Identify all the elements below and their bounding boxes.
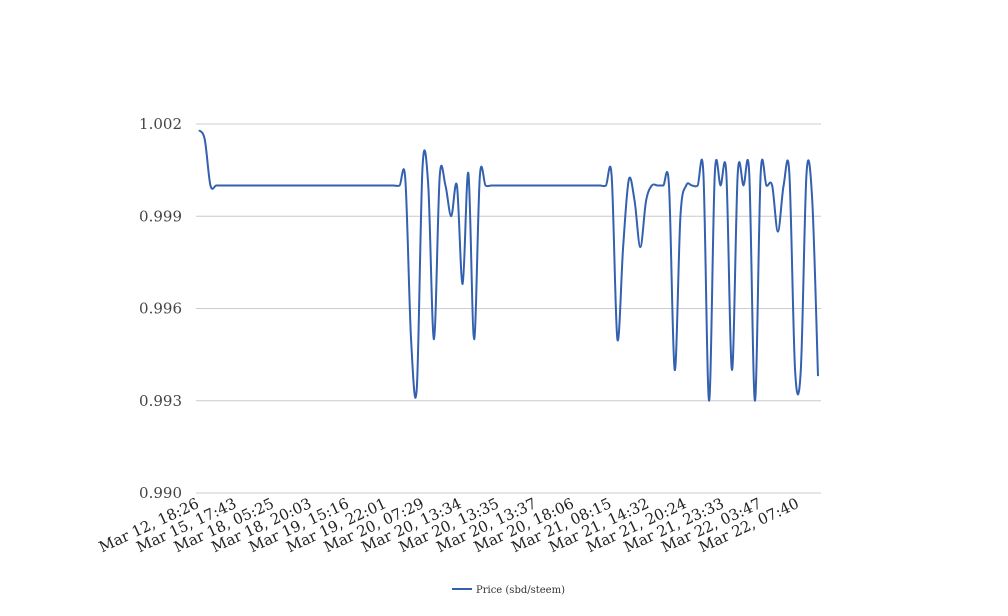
series-line-price [198,129,819,402]
legend: Price (sbd/steem) [452,585,565,596]
y-tick-label: 0.993 [139,392,182,410]
y-tick-label: 0.999 [139,207,182,225]
y-tick-label: 0.996 [139,300,182,318]
legend-label-price: Price (sbd/steem) [476,585,565,596]
series-layer [198,129,819,402]
y-axis-tick-labels: 0.990 0.993 0.996 0.999 1.002 [139,115,182,502]
y-tick-label: 1.002 [139,115,182,133]
y-tick-label: 0.990 [139,484,182,502]
gridlines [196,123,821,494]
